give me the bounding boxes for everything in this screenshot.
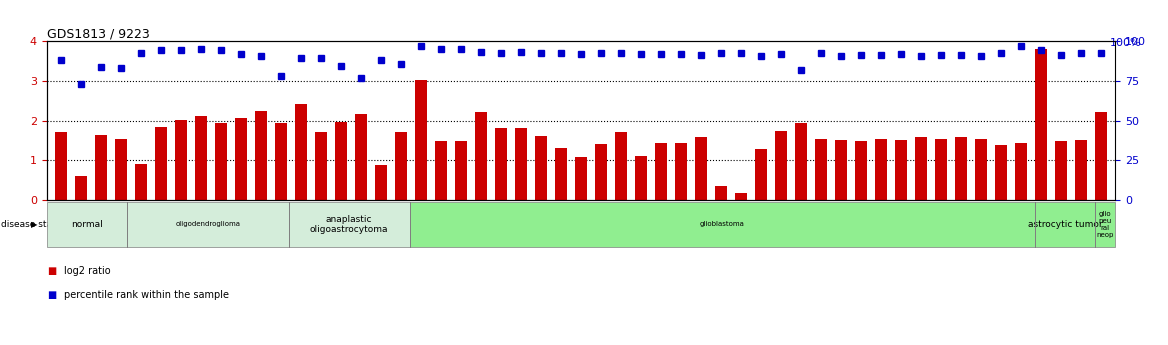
Bar xyxy=(495,128,507,200)
Bar xyxy=(675,142,687,200)
Bar xyxy=(795,123,807,200)
Bar xyxy=(776,131,787,200)
Bar xyxy=(1076,140,1087,200)
Bar xyxy=(456,141,467,200)
Text: anaplastic
oligoastrocytoma: anaplastic oligoastrocytoma xyxy=(310,215,389,234)
Bar xyxy=(195,116,207,200)
Bar xyxy=(715,186,728,200)
Bar xyxy=(114,139,127,200)
Bar xyxy=(695,137,707,200)
Bar xyxy=(475,112,487,200)
Bar xyxy=(595,144,607,200)
Bar xyxy=(175,120,187,200)
Text: glioblastoma: glioblastoma xyxy=(700,221,745,227)
Text: GDS1813 / 9223: GDS1813 / 9223 xyxy=(47,27,150,40)
Text: disease state: disease state xyxy=(1,220,62,229)
Bar xyxy=(395,132,406,200)
Bar xyxy=(555,148,568,200)
Text: astrocytic tumor: astrocytic tumor xyxy=(1028,220,1103,229)
Bar xyxy=(1096,112,1107,200)
Bar xyxy=(975,139,987,200)
Bar xyxy=(896,140,908,200)
Bar xyxy=(335,122,347,200)
Bar xyxy=(235,118,246,200)
Bar xyxy=(255,111,266,200)
Bar xyxy=(995,145,1007,200)
Bar xyxy=(55,132,67,200)
Y-axis label: 100%: 100% xyxy=(1111,38,1142,48)
Bar xyxy=(955,137,967,200)
Text: oligodendroglioma: oligodendroglioma xyxy=(175,221,241,227)
Text: ■: ■ xyxy=(47,290,56,300)
Bar xyxy=(735,193,748,200)
Bar xyxy=(515,128,527,200)
Bar xyxy=(815,139,827,200)
Bar xyxy=(835,140,847,200)
Bar xyxy=(75,176,86,200)
Text: normal: normal xyxy=(71,220,103,229)
Bar xyxy=(1035,49,1048,200)
Bar xyxy=(434,141,447,200)
Text: percentile rank within the sample: percentile rank within the sample xyxy=(64,290,229,300)
Bar xyxy=(155,127,167,200)
Text: log2 ratio: log2 ratio xyxy=(64,266,111,276)
Bar xyxy=(635,156,647,200)
Bar xyxy=(355,114,367,200)
Bar xyxy=(294,104,307,200)
Text: ▶: ▶ xyxy=(30,220,37,229)
Bar xyxy=(315,132,327,200)
Bar xyxy=(1015,142,1028,200)
Bar xyxy=(375,165,387,200)
Bar xyxy=(616,132,627,200)
Bar xyxy=(274,123,287,200)
Bar xyxy=(1056,141,1068,200)
Text: glio
neu
ral
neop: glio neu ral neop xyxy=(1097,211,1114,238)
Bar xyxy=(936,139,947,200)
Bar xyxy=(215,123,227,200)
Bar xyxy=(916,137,927,200)
Bar xyxy=(855,141,868,200)
Bar xyxy=(535,136,547,200)
Bar xyxy=(875,139,888,200)
Bar xyxy=(655,142,667,200)
Bar xyxy=(95,135,106,200)
Bar xyxy=(415,80,427,200)
Bar xyxy=(575,157,588,200)
Text: ■: ■ xyxy=(47,266,56,276)
Bar xyxy=(134,164,147,200)
Bar xyxy=(756,149,767,200)
